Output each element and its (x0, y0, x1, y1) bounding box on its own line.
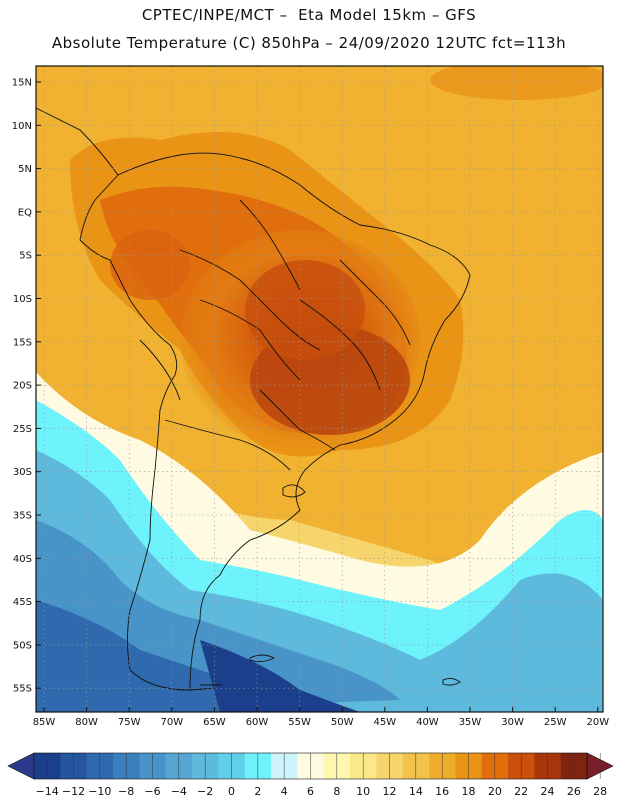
coastlines-and-borders (36, 107, 471, 691)
longitude-labels: 85W 80W 75W 70W 65W 60W 55W 50W 45W 40W 35W 30W 25W 2… (33, 707, 609, 728)
longitude-label: 75W (118, 717, 141, 728)
colorbar-label: 24 (541, 785, 555, 798)
longitude-label: 85W (33, 717, 56, 728)
colorbar-label: −12 (62, 785, 85, 798)
temperature-field (36, 66, 603, 712)
colorbar-label: −14 (36, 785, 59, 798)
colorbar-label: −8 (118, 785, 134, 798)
colorbar-label: −4 (171, 785, 187, 798)
longitude-label: 60W (246, 717, 269, 728)
longitude-label: 25W (544, 717, 567, 728)
colorbar-label: 28 (593, 785, 607, 798)
graticule (36, 66, 603, 712)
latitude-label: 50S (13, 640, 32, 651)
longitude-label: 35W (459, 717, 482, 728)
colorbar-label: 18 (462, 785, 476, 798)
latitude-label: 40S (13, 554, 32, 565)
latitude-label: 10S (13, 294, 32, 305)
colorbar-label: 6 (307, 785, 314, 798)
latitude-label: 10N (12, 121, 32, 132)
colorbar-label: 26 (567, 785, 581, 798)
longitude-label: 70W (160, 717, 183, 728)
chart-title-line-2: Absolute Temperature (C) 850hPa – 24/09/… (51, 34, 567, 52)
latitude-label: 55S (13, 684, 32, 695)
colorbar-label: 2 (254, 785, 261, 798)
latitude-label: EQ (18, 207, 32, 218)
colorbar-label: 20 (488, 785, 502, 798)
colorbar-label: −6 (144, 785, 160, 798)
colorbar-label: 8 (333, 785, 340, 798)
latitude-labels: 15N 10N 5N EQ 5S 10S 15S 20S 25S 30S 35S 40S 45S 50S 5… (12, 78, 41, 695)
colorbar-label: 0 (228, 785, 235, 798)
longitude-label: 20W (586, 717, 609, 728)
latitude-label: 30S (13, 467, 32, 478)
colorbar: −14 −12 −10 −8 −6 −4 −2 0 2 4 6 8 10 12 14 16 18 20 22 24 26… (7, 752, 614, 798)
colorbar-label: 16 (435, 785, 449, 798)
latitude-label: 5S (19, 251, 32, 262)
colorbar-label: 14 (409, 785, 423, 798)
longitude-label: 55W (288, 717, 311, 728)
latitude-label: 15S (13, 337, 32, 348)
longitude-label: 45W (373, 717, 396, 728)
latitude-label: 15N (12, 78, 32, 89)
colorbar-label: 4 (281, 785, 288, 798)
longitude-label: 40W (416, 717, 439, 728)
latitude-label: 35S (13, 511, 32, 522)
colorbar-label: 22 (514, 785, 528, 798)
colorbar-label: −10 (88, 785, 111, 798)
latitude-label: 25S (13, 424, 32, 435)
longitude-label: 50W (331, 717, 354, 728)
latitude-label: 20S (13, 381, 32, 392)
colorbar-label: 12 (383, 785, 397, 798)
longitude-label: 65W (203, 717, 226, 728)
latitude-label: 5N (18, 164, 32, 175)
chart-title-line-1: CPTEC/INPE/MCT – Eta Model 15km – GFS (141, 6, 477, 24)
map-frame (35, 65, 604, 713)
colorbar-under-arrow (7, 752, 35, 780)
colorbar-label: −2 (197, 785, 213, 798)
longitude-label: 30W (501, 717, 524, 728)
latitude-label: 45S (13, 597, 32, 608)
colorbar-label: 10 (356, 785, 370, 798)
longitude-label: 80W (75, 717, 98, 728)
